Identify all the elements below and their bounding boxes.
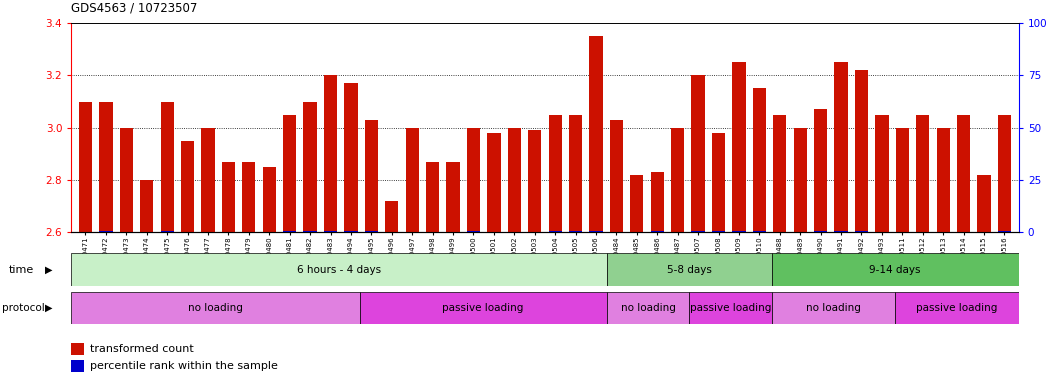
Bar [895,128,909,232]
Bar [772,253,1019,286]
Bar [753,88,766,232]
Bar [344,83,358,232]
Text: ▶: ▶ [45,265,52,275]
Bar [589,36,603,232]
Bar [201,128,215,232]
Bar [794,128,807,232]
Bar [854,231,868,232]
Bar [324,231,337,232]
Bar [222,162,236,232]
Bar [385,201,399,232]
Text: 5-8 days: 5-8 days [667,265,712,275]
Bar [549,114,562,232]
Bar [242,162,255,232]
Bar [773,114,786,232]
Bar [607,253,772,286]
Bar [609,120,623,232]
Bar [446,162,460,232]
Bar [283,114,296,232]
Bar [589,231,603,232]
Bar [607,292,689,324]
Bar [691,75,705,232]
Text: no loading: no loading [806,303,861,313]
Bar [630,175,644,232]
Bar [71,253,607,286]
Text: time: time [8,265,34,275]
Bar [508,128,521,232]
Bar [569,114,582,232]
Text: protocol: protocol [2,303,45,313]
Text: passive loading: passive loading [690,303,771,313]
Bar [916,114,930,232]
Text: 6 hours - 4 days: 6 hours - 4 days [297,265,381,275]
Bar [181,141,195,232]
Bar [405,128,419,232]
Bar [936,128,950,232]
Bar [304,101,317,232]
Bar [732,62,745,232]
Text: percentile rank within the sample: percentile rank within the sample [90,361,277,371]
Text: 9-14 days: 9-14 days [869,265,921,275]
Bar [99,101,112,232]
Bar [324,75,337,232]
Bar [895,292,1019,324]
Text: no loading: no loading [621,303,675,313]
Bar [772,292,895,324]
Bar [467,128,481,232]
Text: transformed count: transformed count [90,344,194,354]
Bar [671,128,685,232]
Bar [998,114,1011,232]
Bar [650,172,664,232]
Text: GDS4563 / 10723507: GDS4563 / 10723507 [71,2,198,15]
Bar [160,101,174,232]
Bar [957,114,971,232]
Text: passive loading: passive loading [916,303,998,313]
Text: ▶: ▶ [45,303,52,313]
Bar [875,114,889,232]
Bar [814,109,827,232]
Bar [263,167,276,232]
Bar [528,130,541,232]
Bar [140,180,154,232]
Bar [854,70,868,232]
Bar [834,62,848,232]
Bar [99,231,112,232]
Bar [487,133,500,232]
Bar [364,120,378,232]
Bar [712,133,726,232]
Bar [359,292,607,324]
Bar [344,231,358,232]
Bar [119,128,133,232]
Text: no loading: no loading [188,303,243,313]
Bar [689,292,772,324]
Bar [426,162,440,232]
Bar [79,101,92,232]
Bar [71,292,359,324]
Bar [978,175,990,232]
Text: passive loading: passive loading [443,303,524,313]
